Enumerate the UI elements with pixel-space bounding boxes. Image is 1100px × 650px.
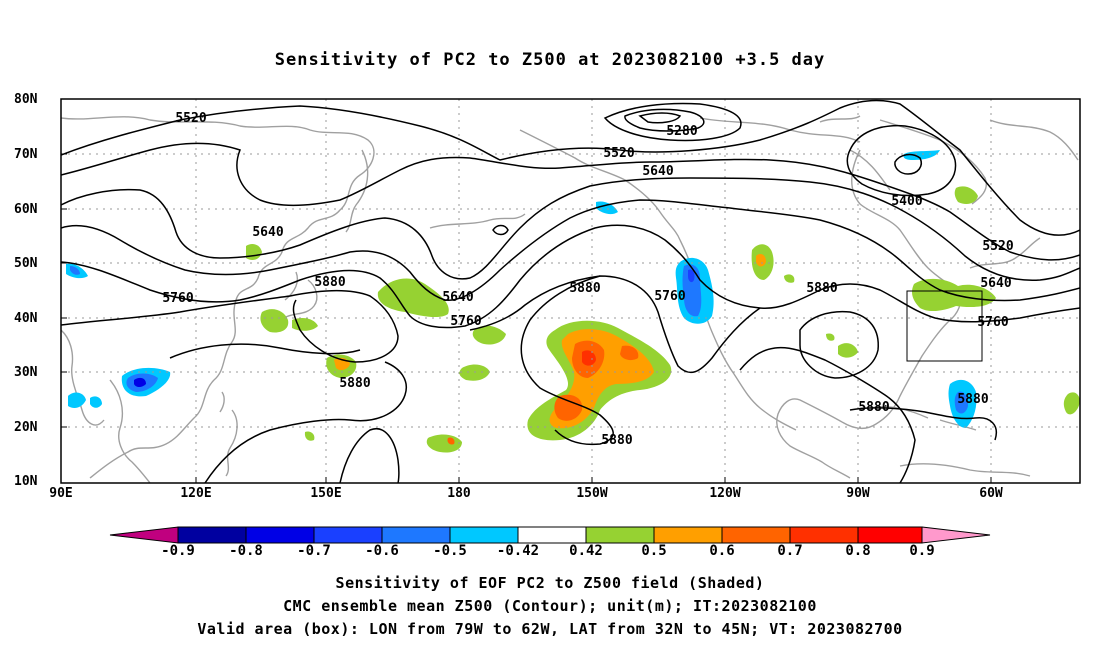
lat-label: 10N [14, 474, 38, 489]
colorbar-label: 0.8 [845, 543, 871, 559]
valid-area-box [906, 290, 983, 362]
colorbar-label: 0.7 [777, 543, 803, 559]
colorbar-segment [517, 526, 587, 544]
colorbar-segment [653, 526, 723, 544]
plot-frame [60, 98, 1081, 484]
caption-line-3: Valid area (box): LON from 79W to 62W, L… [197, 620, 903, 638]
colorbar-segment [449, 526, 519, 544]
lon-label: 180 [447, 486, 471, 501]
colorbar-segment [177, 526, 247, 544]
colorbar-label: -0.9 [161, 543, 195, 559]
contour-label: 5640 [442, 290, 473, 305]
lat-label: 40N [14, 311, 38, 326]
colorbar-label: 0.5 [641, 543, 667, 559]
lon-label: 60W [979, 486, 1003, 501]
caption-line-1: Sensitivity of EOF PC2 to Z500 field (Sh… [335, 574, 765, 592]
contour-label: 5760 [162, 291, 193, 306]
colorbar-label: -0.42 [496, 543, 540, 559]
lon-label: 90E [49, 486, 73, 501]
lon-label: 90W [846, 486, 870, 501]
caption-line-2: CMC ensemble mean Z500 (Contour); unit(m… [283, 597, 817, 615]
colorbar-segment [789, 526, 859, 544]
contour-label: 5880 [339, 376, 370, 391]
contour-label: 5640 [252, 225, 283, 240]
contour-label: 5880 [314, 275, 345, 290]
contour-label: 5880 [806, 281, 837, 296]
colorbar-label: 0.6 [709, 543, 735, 559]
contour-label: 5760 [977, 315, 1008, 330]
colorbar-label: -0.7 [297, 543, 331, 559]
lat-label: 60N [14, 202, 38, 217]
lat-label: 20N [14, 420, 38, 435]
positive-region-central-pacific [527, 320, 672, 441]
lon-label: 120E [180, 486, 212, 501]
positive-region-north-america [751, 186, 1080, 415]
colorbar-segment [585, 526, 655, 544]
colorbar [109, 526, 991, 544]
colorbar-segment [245, 526, 315, 544]
contour-label: 5760 [450, 314, 481, 329]
lat-label: 80N [14, 92, 38, 107]
colorbar-segment [313, 526, 383, 544]
lat-label: 50N [14, 256, 38, 271]
sensitivity-shading [66, 150, 1080, 453]
contour-label: 5400 [891, 194, 922, 209]
colorbar-label: 0.9 [909, 543, 935, 559]
z500-contours [61, 99, 1080, 483]
tick-marks [61, 153, 992, 483]
contour-labels: 5520 5280 5520 5640 5400 5520 5640 5760 … [162, 111, 1013, 448]
contour-label: 5520 [982, 239, 1013, 254]
colorbar-segment [381, 526, 451, 544]
contour-label: 5280 [666, 124, 697, 139]
gridlines [61, 99, 1080, 483]
colorbar-label: -0.6 [365, 543, 399, 559]
contour-label: 5760 [654, 289, 685, 304]
lat-label: 70N [14, 147, 38, 162]
contour-label: 5640 [642, 164, 673, 179]
colorbar-segment [857, 526, 923, 544]
colorbar-segment [109, 526, 179, 544]
lon-label: 150E [310, 486, 342, 501]
contour-label: 5520 [175, 111, 206, 126]
contour-label: 5880 [858, 400, 889, 415]
colorbar-label: 0.42 [569, 543, 603, 559]
colorbar-label: -0.8 [229, 543, 263, 559]
lat-label: 30N [14, 365, 38, 380]
lon-label: 120W [709, 486, 741, 501]
contour-label: 5520 [603, 146, 634, 161]
colorbar-label: -0.5 [433, 543, 467, 559]
colorbar-segment [721, 526, 791, 544]
contour-label: 5880 [569, 281, 600, 296]
contour-label: 5880 [601, 433, 632, 448]
contour-label: 5880 [957, 392, 988, 407]
negative-regions [66, 150, 977, 428]
lon-label: 150W [576, 486, 608, 501]
contour-label: 5640 [980, 276, 1011, 291]
colorbar-segment [921, 526, 991, 544]
chart-title: Sensitivity of PC2 to Z500 at 2023082100… [274, 50, 826, 70]
